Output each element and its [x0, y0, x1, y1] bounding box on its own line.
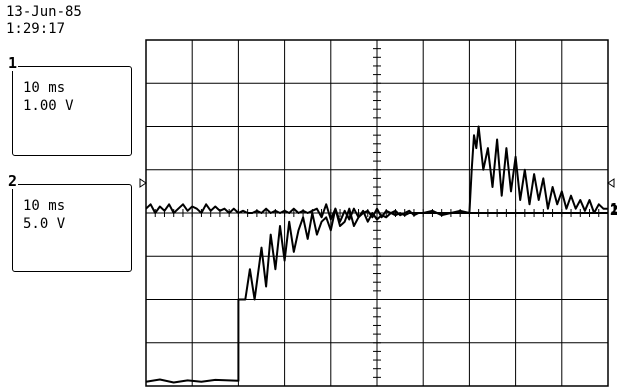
- ground-marker-left: [139, 178, 147, 188]
- channel-markers: 1 2: [139, 178, 617, 219]
- channel-1-scale: 1.00 V: [23, 98, 74, 114]
- channel-1-box: 1 10 ms 1.00 V: [7, 55, 132, 156]
- channel-2-number: 2: [7, 172, 19, 190]
- channel-2-box: 2 10 ms 5.0 V: [7, 173, 132, 272]
- date-stamp: 13-Jun-85: [6, 4, 82, 20]
- trace-channel-2: [145, 207, 608, 384]
- channel-2-scale: 5.0 V: [23, 216, 66, 232]
- traces: [145, 125, 608, 384]
- time-stamp: 1:29:17: [6, 21, 66, 37]
- channel-1-timebase: 10 ms: [23, 80, 66, 96]
- ground-marker-right: [607, 178, 615, 188]
- channel-1-marker: 1: [610, 202, 617, 218]
- trace-channel-1: [145, 125, 608, 223]
- channel-2-marker: 2: [610, 203, 617, 219]
- channel-2-timebase: 10 ms: [23, 198, 66, 214]
- channel-1-number: 1: [7, 54, 19, 72]
